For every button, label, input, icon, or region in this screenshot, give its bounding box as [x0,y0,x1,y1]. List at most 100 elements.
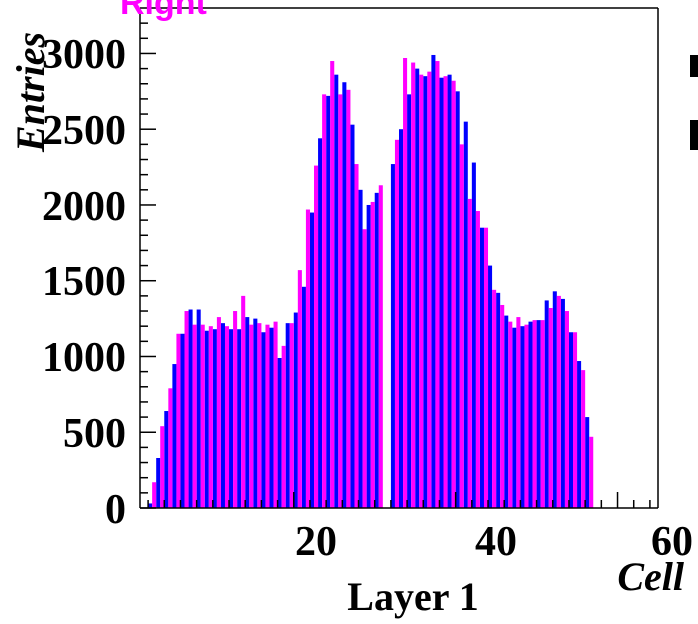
bar-series2-cell-5 [176,333,181,508]
bar-series1-cell-51 [544,300,549,508]
bar-series1-cell-50 [536,320,541,508]
bar-series1-cell-9 [204,330,209,508]
y-tick-label-2000: 2000 [42,184,126,230]
bar-series2-cell-6 [184,311,189,508]
bar-series1-cell-34 [407,94,412,509]
bar-series1-cell-53 [560,298,565,508]
bar-series2-cell-8 [200,324,205,508]
bar-series1-cell-42 [471,162,476,509]
bar-series2-cell-23 [322,94,327,509]
bar-series2-cell-11 [224,326,230,508]
bar-series1-cell-38 [439,77,444,508]
bar-series2-cell-15 [257,323,262,508]
bar-series2-cell-37 [435,61,440,508]
bar-series1-cell-54 [568,332,574,508]
bar-series1-cell-37 [431,54,436,508]
bar-series2-cell-10 [216,317,221,508]
bar-series2-cell-27 [354,164,359,508]
bar-series1-cell-45 [496,292,501,508]
bar-series2-cell-46 [508,321,513,508]
bar-series1-cell-6 [180,333,185,508]
bar-series2-cell-48 [524,324,529,508]
x-tick-label-40: 40 [475,519,517,565]
bar-series2-cell-35 [419,74,424,509]
bar-series2-cell-43 [483,227,489,508]
bar-series2-cell-32 [394,139,399,508]
bar-series2-cell-24 [330,61,335,508]
bar-series1-cell-46 [504,315,509,508]
bar-series2-cell-19 [289,323,294,508]
bar-series2-cell-53 [564,311,569,508]
bar-series1-cell-56 [585,417,590,508]
bar-series2-cell-55 [581,370,586,508]
bar-series1-cell-39 [447,74,452,509]
bar-series1-cell-28 [358,189,363,508]
bar-series1-cell-26 [342,82,347,509]
bar-series2-cell-7 [192,324,197,508]
x-tick-label-60: 60 [651,519,693,565]
y-tick-label-500: 500 [63,411,126,457]
bar-series1-cell-41 [463,121,468,508]
bar-series1-cell-14 [245,317,250,508]
y-tick-label-1500: 1500 [42,259,126,305]
bar-series1-cell-16 [261,332,266,508]
bar-series2-cell-22 [314,165,319,508]
bar-series1-cell-29 [366,204,371,508]
bar-series2-cell-2 [152,482,157,508]
bar-series1-cell-48 [520,326,525,508]
bar-series2-cell-18 [281,345,286,508]
bar-series2-cell-3 [160,426,165,508]
bar-series1-cell-11 [220,323,225,508]
bar-series2-cell-40 [459,144,464,509]
bar-series1-cell-18 [277,358,282,508]
y-tick-label-2500: 2500 [42,108,126,154]
bar-series2-cell-39 [451,80,456,508]
bar-series2-cell-52 [556,295,561,508]
bar-series1-cell-15 [253,318,258,508]
bar-series1-cell-2 [148,503,153,508]
bar-series2-cell-51 [548,308,553,508]
bar-series2-cell-28 [362,229,367,508]
bar-series1-cell-7 [188,309,193,508]
bar-series1-cell-44 [488,265,493,508]
bar-series2-cell-26 [346,89,351,508]
bar-series2-cell-34 [411,62,416,509]
bar-series2-cell-54 [573,332,578,508]
bar-series2-cell-13 [241,295,246,508]
bar-series1-cell-3 [156,458,161,508]
bar-series1-cell-30 [374,192,379,508]
bar-series1-cell-5 [172,364,177,508]
bar-series1-cell-23 [318,138,323,509]
bar-series2-cell-4 [168,388,173,508]
layer-label: Layer 1 [347,574,478,619]
bar-series2-cell-25 [338,94,343,509]
bar-series1-cell-24 [326,95,331,508]
bar-series2-cell-44 [492,289,497,508]
bar-series2-cell-21 [305,209,310,508]
bar-series2-cell-33 [403,58,408,508]
bar-series2-cell-9 [208,326,213,508]
legend-edge-2 [690,120,698,150]
bar-series1-cell-33 [399,129,404,508]
bar-series2-cell-49 [532,320,537,508]
bar-series1-cell-22 [309,212,315,509]
bar-series2-cell-17 [273,321,278,508]
bar-series1-cell-55 [577,361,582,508]
bar-series1-cell-35 [415,68,420,509]
bar-series2-cell-45 [500,304,505,508]
bar-series2-cell-41 [467,198,472,508]
ticks-group [140,22,651,509]
bar-series1-cell-32 [390,164,395,508]
bar-series2-cell-38 [443,76,448,509]
bar-series1-cell-40 [455,91,460,508]
bar-series2-cell-20 [297,270,302,508]
bar-series1-cell-8 [196,309,201,508]
bar-series2-cell-56 [589,436,594,508]
bar-series1-cell-47 [512,327,517,508]
bars-group [148,54,594,509]
bar-series1-cell-25 [334,74,339,509]
bar-series2-cell-30 [378,185,383,508]
bar-series2-cell-42 [475,211,480,508]
bar-series1-cell-20 [293,312,298,508]
